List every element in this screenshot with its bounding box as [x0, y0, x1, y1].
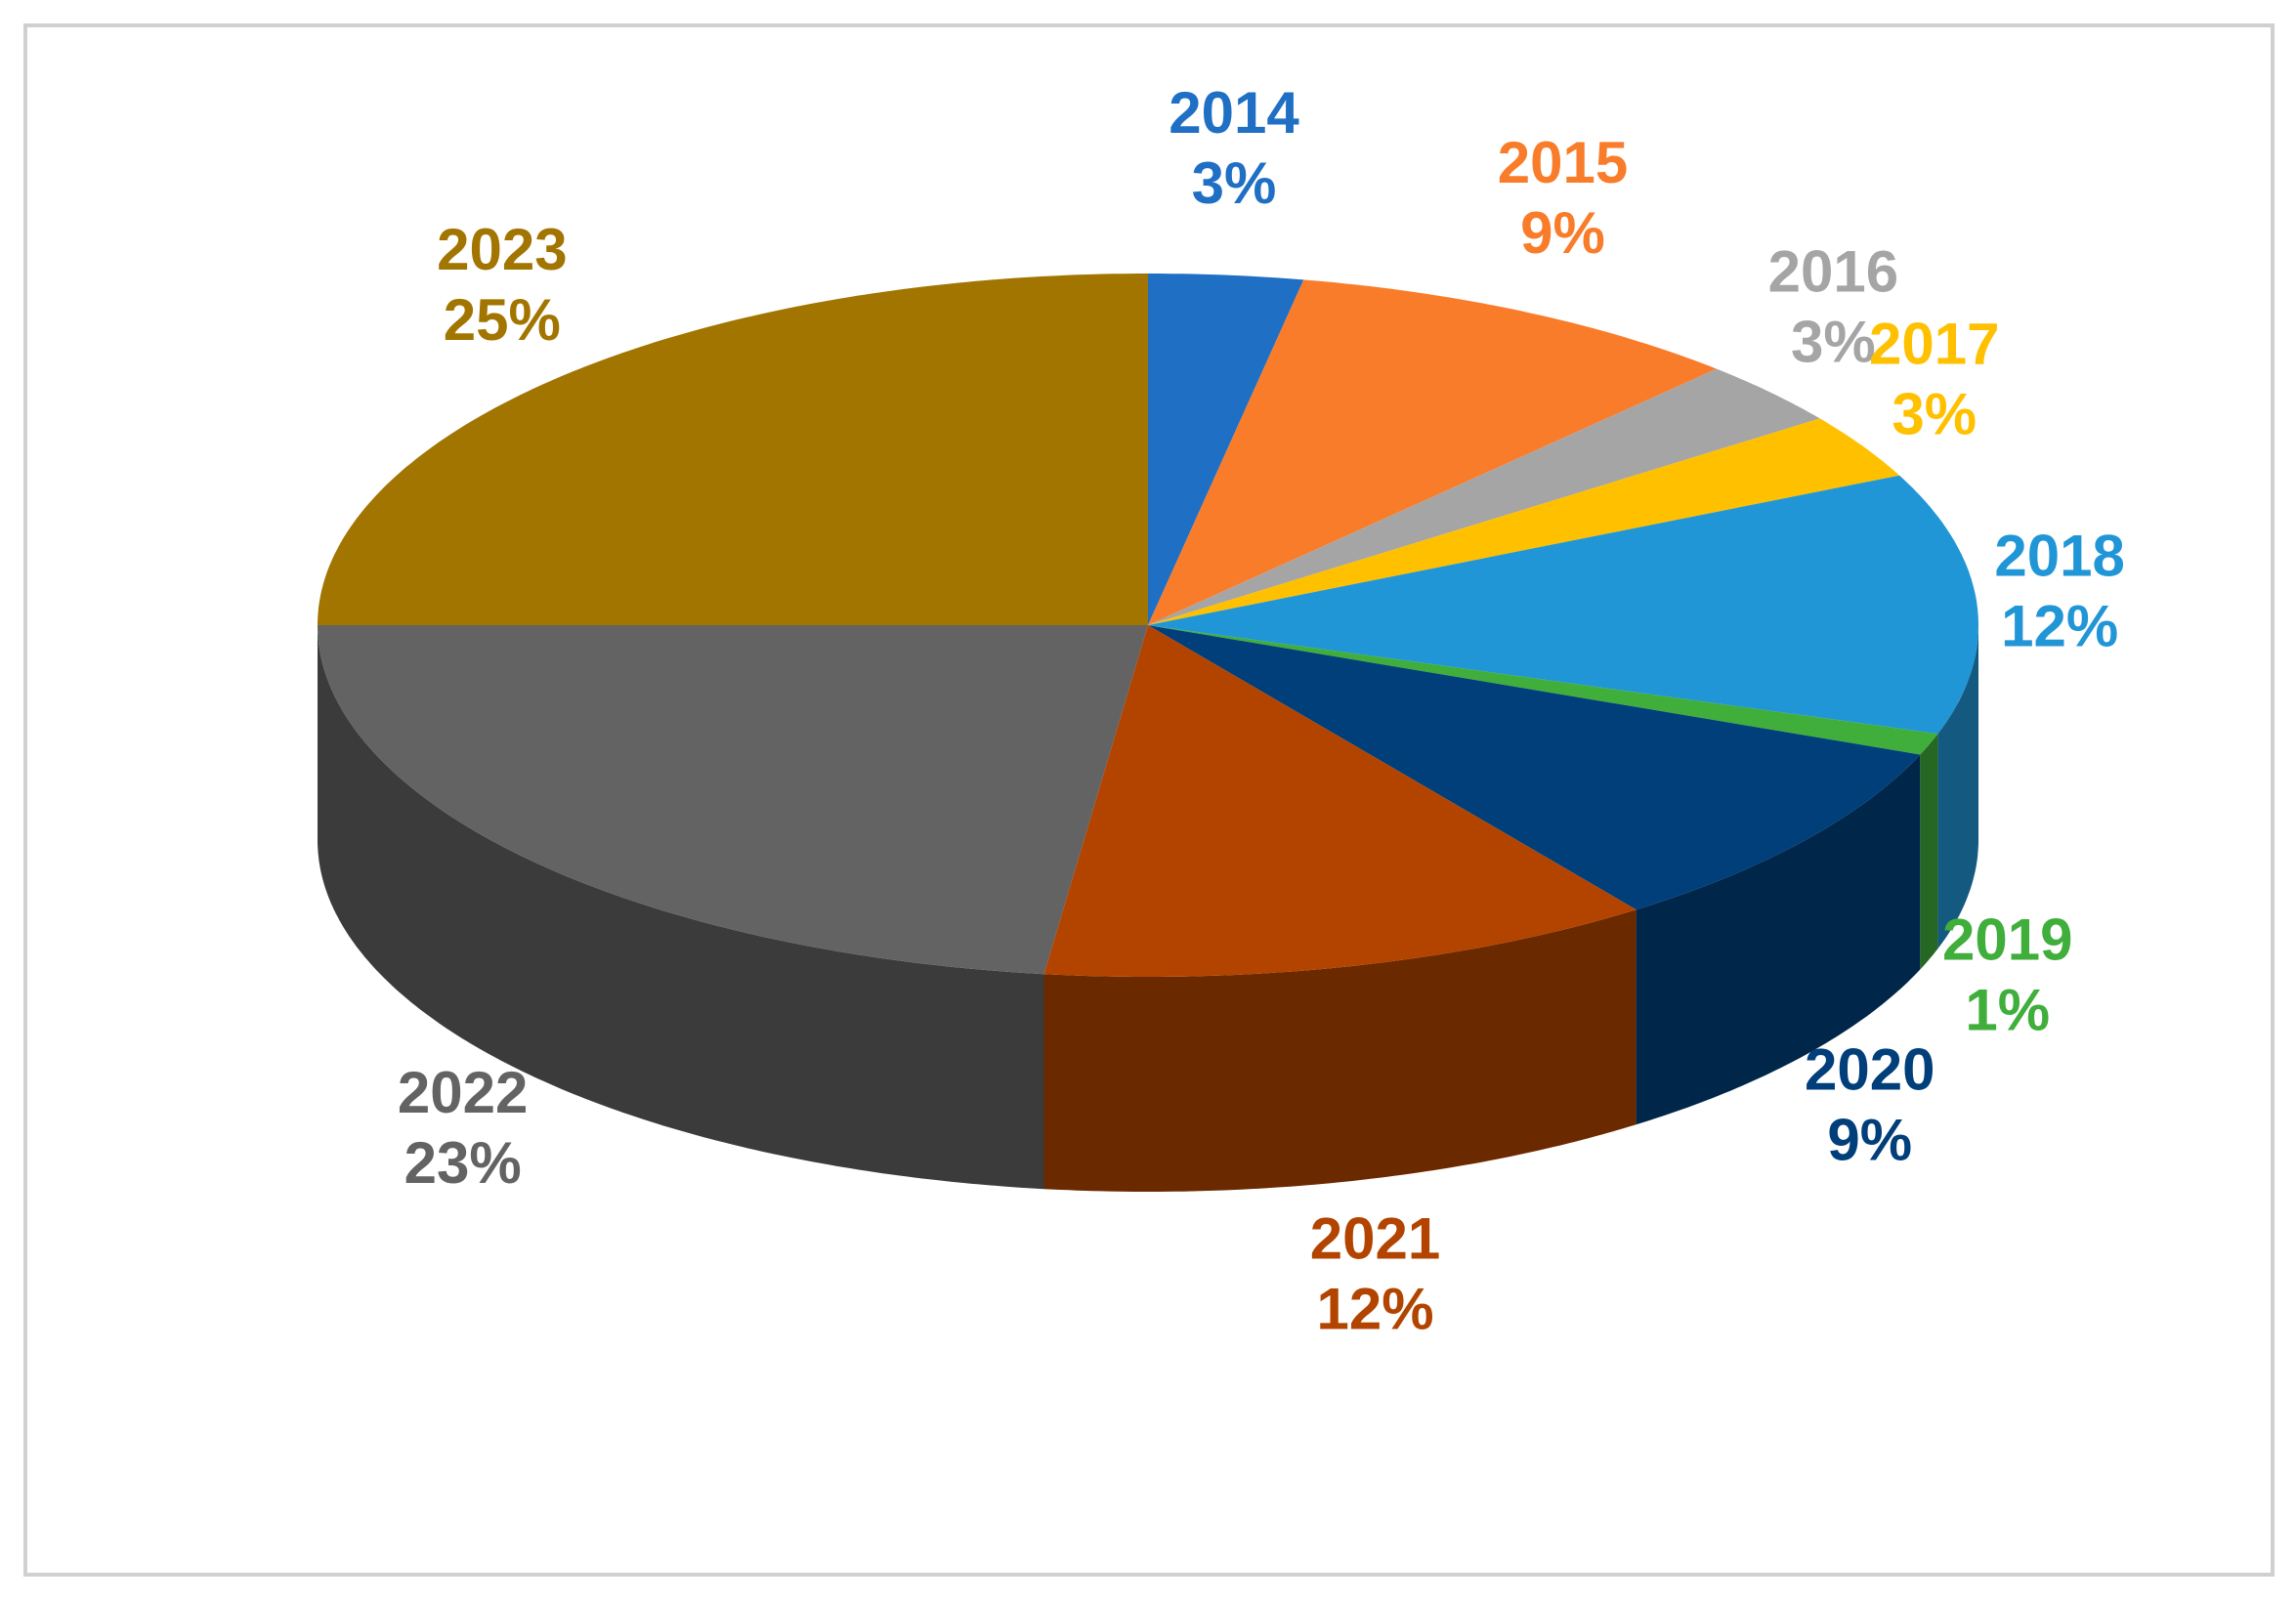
slice: [318, 274, 1148, 625]
slice: [1148, 274, 1304, 625]
slice-value-label: 9%: [1520, 200, 1605, 266]
slice-category-label: 2018: [1994, 523, 2124, 588]
slice: [1043, 625, 1637, 977]
slice-category-label: 2019: [1942, 906, 2072, 972]
slice-side: [1043, 909, 1637, 1192]
slice-value-label: 9%: [1827, 1108, 1912, 1173]
slice-value-label: 25%: [444, 287, 561, 353]
slice: [318, 625, 1148, 975]
slice-value-label: 3%: [1192, 150, 1277, 216]
slice: [1148, 625, 1938, 755]
slice: [1148, 279, 1717, 625]
slice-category-label: 2017: [1869, 311, 1999, 376]
slice-category-label: 2021: [1310, 1206, 1440, 1272]
slice: [1148, 418, 1900, 625]
slice-side: [318, 625, 1044, 1190]
slice-value-label: 12%: [1316, 1277, 1433, 1342]
slice: [1148, 368, 1820, 625]
slice-value-label: 23%: [404, 1130, 522, 1196]
slice-side: [1636, 754, 1921, 1125]
slice: [1148, 475, 1978, 735]
slice-category-label: 2014: [1169, 80, 1299, 146]
slice-category-label: 2015: [1498, 130, 1628, 195]
slice-category-label: 2020: [1805, 1037, 1935, 1103]
slice-category-label: 2022: [398, 1060, 528, 1125]
slice-value-label: 3%: [1892, 381, 1977, 446]
slice-side: [1920, 734, 1938, 970]
slice-category-label: 2023: [437, 217, 567, 282]
slice: [1148, 625, 1921, 910]
slice-category-label: 2016: [1768, 238, 1898, 304]
slice-value-label: 3%: [1791, 309, 1876, 374]
slice-value-label: 12%: [2001, 593, 2118, 658]
slice-value-label: 1%: [1965, 977, 2050, 1042]
slice-side: [1937, 625, 1978, 949]
